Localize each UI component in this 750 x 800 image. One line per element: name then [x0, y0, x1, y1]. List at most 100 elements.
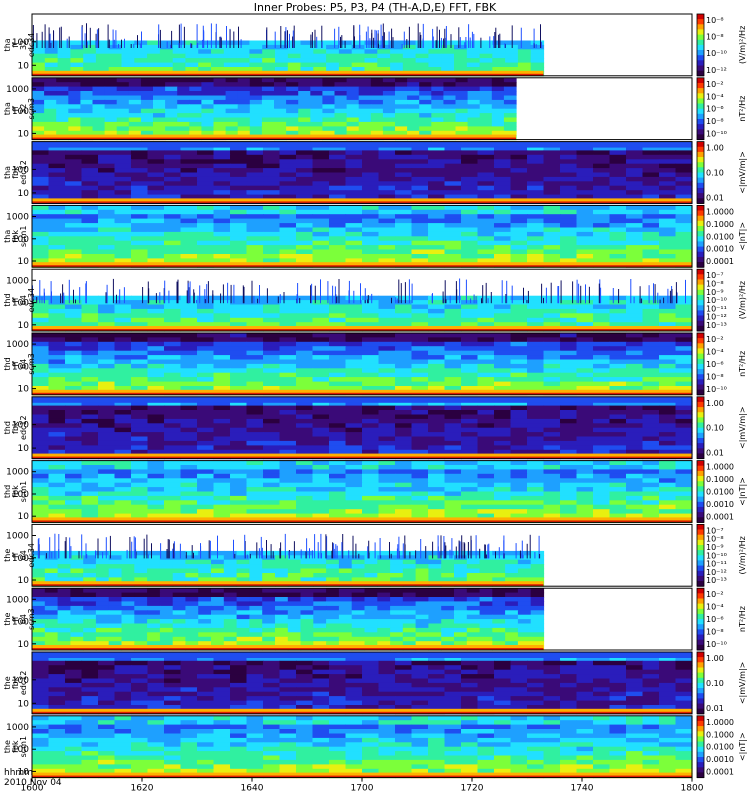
spectrogram-cell: [345, 504, 363, 510]
spectrogram-cell: [114, 190, 132, 196]
spectrogram-cell: [286, 104, 299, 110]
spectrogram-cell: [81, 227, 99, 233]
spectrogram-cell: [659, 346, 677, 352]
spectrogram-cell: [296, 295, 314, 301]
spectrogram-cell: [494, 163, 512, 169]
spectrogram-cell: [543, 386, 561, 391]
spectrogram-cell: [351, 44, 366, 50]
spectrogram-cell: [197, 469, 215, 475]
spectrogram-cell: [455, 117, 469, 123]
spectrogram-cell: [444, 350, 462, 356]
spectrogram-cell: [81, 445, 99, 451]
spectrogram-cell: [56, 91, 69, 96]
spectrogram-cell: [164, 154, 182, 160]
spectrogram-cell: [32, 377, 50, 383]
spectrogram-cell: [378, 304, 396, 310]
spectrogram-cell: [81, 513, 99, 519]
spectrogram-cell: [164, 337, 182, 343]
spectrogram-cell: [560, 304, 578, 310]
spectrogram-cell: [98, 469, 116, 475]
spectrogram-cell: [609, 176, 627, 182]
spectrogram-cell: [560, 346, 578, 352]
spectrogram-cell: [593, 322, 611, 328]
spectrogram-cell: [560, 440, 578, 446]
spectrogram-cell: [560, 150, 578, 156]
low-freq-band-core: [32, 329, 692, 331]
spectrogram-cell: [675, 482, 693, 488]
spectrogram-cell: [131, 427, 149, 433]
spectrogram-cell: [225, 95, 239, 101]
spectrogram-cell: [287, 62, 302, 68]
spectrogram-cell: [180, 465, 198, 470]
panel-label-line: fbk: [11, 230, 20, 243]
spectrogram-cell: [177, 113, 190, 119]
spectrogram-cell: [609, 150, 627, 156]
spectrogram-cell: [560, 427, 578, 433]
spectrogram-cell: [441, 53, 455, 59]
y-tick-label: 10: [18, 189, 30, 199]
spectrogram-cell: [310, 121, 323, 127]
spectrogram-cell: [261, 77, 275, 83]
colorbar-cell: [697, 95, 704, 99]
spectrogram-cell: [165, 104, 178, 110]
spectrogram-cell: [395, 249, 413, 255]
spectrogram-cell: [626, 258, 644, 264]
spectrogram-cell: [286, 77, 299, 83]
spectrogram-cell: [477, 176, 495, 182]
spectrogram-cell: [230, 304, 248, 310]
spectrogram-cell: [395, 322, 413, 328]
spectrogram-cell: [329, 313, 347, 319]
spectrogram-cell: [527, 295, 545, 301]
spectrogram-cell: [201, 95, 215, 101]
spectrogram-cell: [675, 381, 693, 387]
spectrogram-cell: [479, 62, 493, 68]
panel-label-line: tha: [3, 166, 12, 179]
spectrogram-cell: [164, 401, 182, 407]
spectrogram-cell: [312, 159, 330, 165]
spectrogram-cell: [211, 53, 225, 59]
spectrogram-cell: [57, 573, 71, 578]
spectrogram-cell: [180, 377, 198, 383]
spectrogram-cell: [510, 427, 528, 433]
spectrogram-cell: [593, 460, 611, 466]
spectrogram-cell: [527, 377, 545, 383]
spectrogram-cell: [279, 205, 297, 211]
colorbar-cell: [697, 144, 704, 148]
colorbar-cell: [697, 363, 704, 367]
spectrogram-cell: [81, 308, 99, 314]
spectrogram-cell: [246, 146, 264, 151]
spectrogram-cell: [411, 500, 429, 506]
spectrogram-cell: [147, 445, 165, 451]
spectrogram-cell: [92, 113, 106, 119]
spectrogram-cell: [312, 473, 330, 479]
spectrogram-cell: [147, 491, 165, 497]
spectrogram-cell: [560, 333, 578, 338]
spectrogram-cell: [377, 564, 391, 570]
spectrogram-cell: [477, 427, 495, 433]
spectrogram-cell: [477, 341, 495, 347]
spectrogram-cell: [505, 49, 519, 55]
spectrogram-cell: [362, 194, 380, 200]
spectrogram-cell: [593, 218, 611, 224]
spectrogram-cell: [274, 126, 287, 132]
spectrogram-cell: [164, 322, 182, 328]
spectrogram-cell: [675, 363, 693, 369]
spectrogram-cell: [114, 504, 132, 510]
spectrogram-cell: [329, 440, 347, 446]
spectrogram-cell: [659, 322, 677, 328]
spectrogram-cell: [147, 555, 161, 561]
spectrogram-cell: [83, 568, 97, 574]
spectrogram-cell: [395, 423, 413, 429]
spectrogram-cell: [213, 423, 231, 429]
spectrogram-cell: [362, 482, 380, 488]
colorbar-label: (V/m)²/Hz: [738, 281, 747, 319]
spectrogram-cell: [411, 185, 429, 191]
spectrogram-cell: [312, 500, 330, 506]
colorbar-cell: [697, 256, 704, 260]
spectrogram-cell: [263, 465, 281, 470]
spectrogram-cell: [98, 223, 116, 229]
spectrogram-cell: [560, 460, 578, 466]
spectrogram-cell: [180, 350, 198, 356]
spectrogram-cell: [378, 172, 396, 178]
